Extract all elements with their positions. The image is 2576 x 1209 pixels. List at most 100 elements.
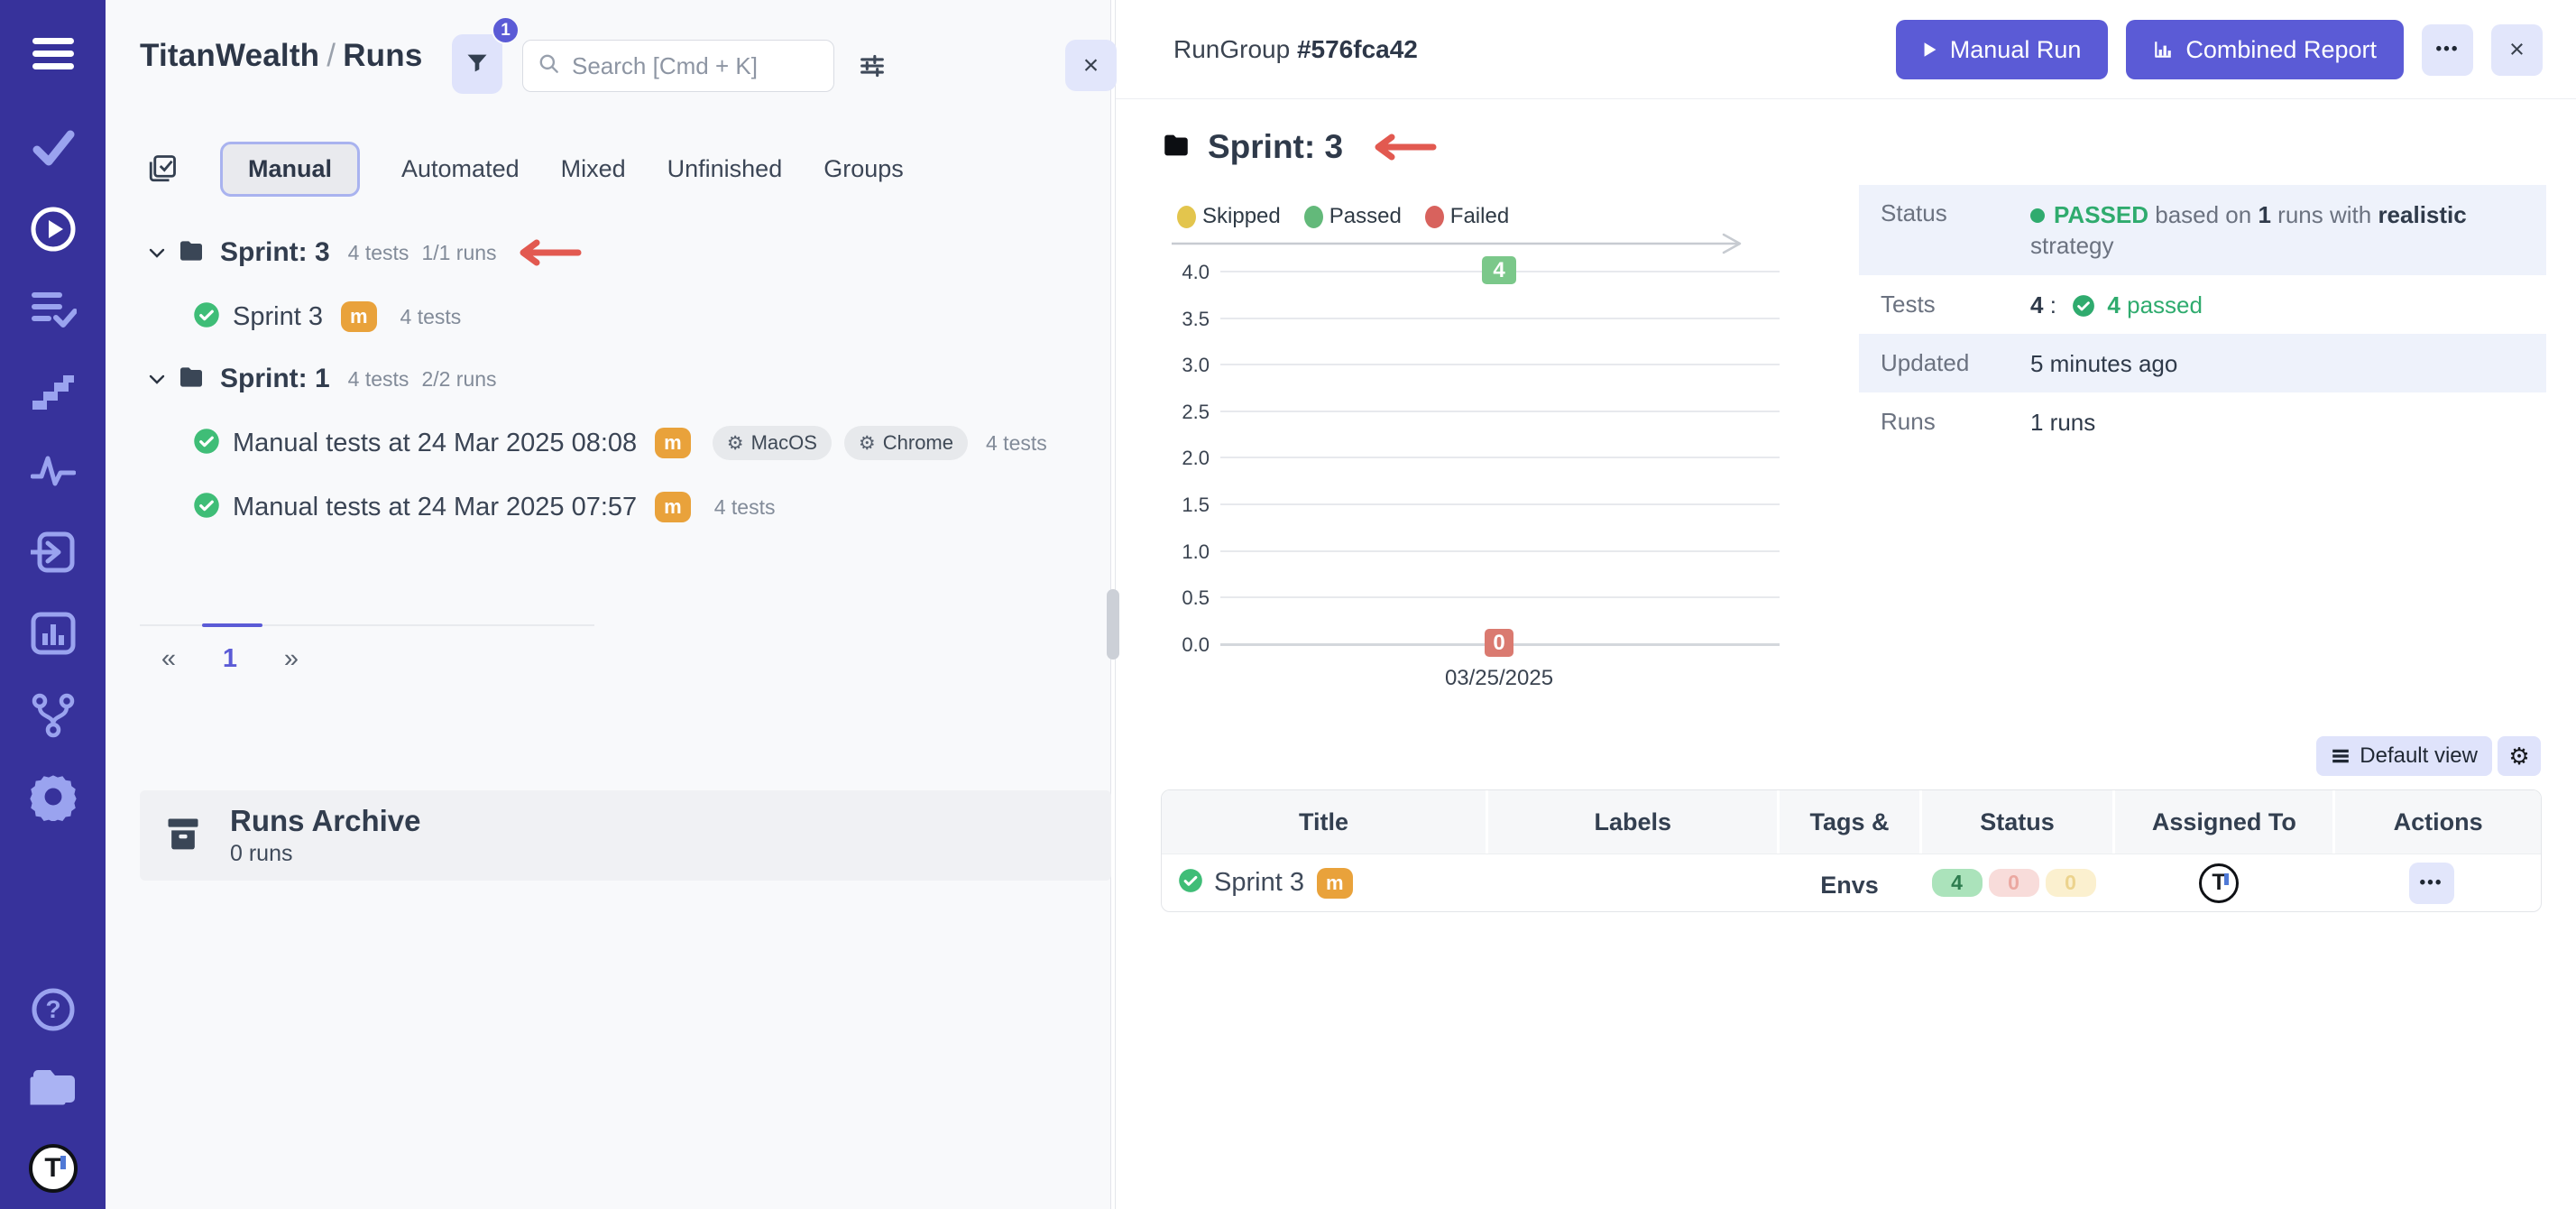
tab-groups[interactable]: Groups — [823, 154, 904, 182]
manual-badge: m — [655, 428, 691, 458]
gear-icon: ⚙ — [858, 432, 876, 454]
passed-check-icon — [1178, 868, 1203, 898]
updated-label: Updated — [1881, 349, 1970, 376]
run-row-0757[interactable]: Manual tests at 24 Mar 2025 07:57 m 4 te… — [193, 478, 776, 536]
status-label: Status — [1881, 199, 1947, 226]
passed-dot-icon — [1303, 205, 1323, 228]
play-circle-icon[interactable] — [30, 206, 77, 253]
run-title: Manual tests at 24 Mar 2025 08:08 — [233, 428, 638, 457]
row-more-actions-button[interactable]: ••• — [2408, 862, 2454, 904]
pagination-track — [140, 623, 594, 627]
close-button[interactable]: × — [2491, 23, 2543, 76]
git-branch-icon[interactable] — [31, 693, 76, 738]
pagination-next[interactable]: » — [283, 644, 299, 673]
y-tick: 0.5 — [1182, 586, 1210, 609]
col-status: Status — [1921, 790, 2113, 854]
annotation-arrow — [1368, 134, 1437, 161]
import-icon[interactable] — [30, 531, 76, 574]
tab-automated[interactable]: Automated — [401, 154, 520, 182]
breadcrumb-section[interactable]: Runs — [343, 38, 423, 73]
group-row-sprint-3[interactable]: Sprint: 3 4 tests 1/1 runs — [146, 224, 582, 281]
filter-settings-icon[interactable] — [852, 47, 892, 87]
breadcrumb-project[interactable]: TitanWealth — [140, 38, 320, 73]
combined-report-button[interactable]: Combined Report — [2126, 20, 2404, 79]
table-settings-button[interactable]: ⚙ — [2498, 736, 2541, 776]
gridline — [1220, 318, 1780, 319]
filter-count-badge: 1 — [492, 16, 520, 44]
breadcrumb-separator: / — [327, 38, 336, 73]
rungroup-heading: Sprint: 3 — [1161, 128, 1437, 166]
projects-folder-icon[interactable] — [29, 1065, 78, 1110]
run-title-link[interactable]: Sprint 3 — [1214, 868, 1304, 897]
search-input[interactable] — [572, 51, 874, 80]
more-actions-button[interactable]: ••• — [2422, 23, 2473, 76]
env-pill-macos: ⚙ MacOS — [712, 426, 832, 460]
help-icon[interactable]: ? — [31, 987, 76, 1032]
steps-icon[interactable] — [31, 372, 76, 411]
tests-value: 4 : 4 passed — [2030, 291, 2203, 318]
passed-count-pill: 4 — [1931, 869, 1983, 897]
tab-manual[interactable]: Manual — [220, 141, 361, 197]
pulse-icon[interactable] — [30, 451, 76, 489]
y-tick: 2.5 — [1182, 401, 1210, 423]
failed-point-label: 0 — [1485, 629, 1513, 657]
run-row-0808[interactable]: Manual tests at 24 Mar 2025 08:08 m ⚙ Mac… — [193, 414, 1047, 472]
tab-unfinished[interactable]: Unfinished — [667, 154, 783, 182]
app-sidebar: ? T — [0, 0, 106, 1209]
manual-run-button[interactable]: Manual Run — [1895, 20, 2109, 79]
play-icon — [1923, 42, 1937, 58]
status-value: PASSED based on 1 runs with realistic st… — [2030, 201, 2467, 259]
breadcrumb: TitanWealth / Runs — [140, 38, 423, 74]
filter-button[interactable] — [452, 34, 502, 94]
rungroup-name: RunGroup #576fca42 — [1173, 35, 1418, 63]
env-pill-chrome: ⚙ Chrome — [843, 426, 968, 460]
pagination-prev[interactable]: « — [161, 644, 177, 673]
group-row-sprint-1[interactable]: Sprint: 1 4 tests 2/2 runs — [146, 350, 497, 408]
y-tick: 3.0 — [1182, 354, 1210, 376]
status-dot-icon — [2030, 208, 2045, 223]
skipped-count-pill: 0 — [2045, 869, 2096, 897]
y-tick: 2.0 — [1182, 447, 1210, 469]
panel-scrollbar-thumb[interactable] — [1107, 589, 1119, 660]
legend-skipped[interactable]: Skipped — [1177, 204, 1281, 229]
check-icon[interactable] — [31, 128, 76, 168]
group-tests-count: 4 tests — [347, 366, 409, 391]
summary-status-row: Status PASSED based on 1 runs with reali… — [1859, 185, 2546, 275]
default-view-button[interactable]: Default view — [2316, 736, 2492, 776]
run-tests-count: 4 tests — [400, 304, 462, 328]
close-detail-panel-button[interactable]: × — [1065, 40, 1117, 91]
run-type-tabs: Manual Automated Mixed Unfinished Groups — [146, 137, 904, 200]
chevron-down-icon[interactable] — [146, 368, 168, 390]
pagination-page-1[interactable]: 1 — [222, 644, 238, 673]
menu-icon[interactable] — [32, 36, 74, 72]
passed-check-icon — [193, 428, 220, 459]
group-tests-count: 4 tests — [347, 240, 409, 264]
search-box — [522, 40, 874, 92]
list-check-icon[interactable] — [30, 289, 77, 330]
run-tests-count: 4 tests — [713, 494, 776, 519]
runs-table: Title Labels Tags & Envs Status Assigned… — [1161, 789, 2542, 912]
chevron-down-icon[interactable] — [146, 242, 168, 263]
gridline — [1220, 364, 1780, 365]
col-assigned-to: Assigned To — [2115, 790, 2333, 854]
tests-label: Tests — [1881, 291, 1936, 318]
table-row[interactable]: Sprint 3 m 4 0 0 T ••• — [1162, 854, 2541, 911]
select-list-icon[interactable] — [146, 152, 179, 185]
runs-archive-banner[interactable]: Runs Archive 0 runs — [140, 790, 1111, 881]
gridline — [1220, 457, 1780, 458]
archive-icon — [163, 814, 203, 858]
bar-chart-icon — [2153, 40, 2173, 60]
failed-count-pill: 0 — [1988, 869, 2039, 897]
col-title: Title — [1162, 790, 1486, 854]
tab-mixed[interactable]: Mixed — [560, 154, 626, 182]
legend-failed[interactable]: Failed — [1424, 204, 1509, 229]
check-circle-icon — [2072, 294, 2095, 318]
run-row-sprint-3[interactable]: Sprint 3 m 4 tests — [193, 288, 461, 346]
legend-passed[interactable]: Passed — [1303, 204, 1402, 229]
report-icon[interactable] — [31, 612, 76, 655]
runs-list-panel: TitanWealth/Runs 1 Manual Automated Mixe… — [106, 0, 1111, 1209]
svg-text:?: ? — [45, 995, 60, 1023]
user-avatar[interactable]: T — [28, 1144, 78, 1193]
settings-gear-icon[interactable] — [29, 772, 78, 821]
timeline-arrow-icon — [1170, 231, 1756, 261]
